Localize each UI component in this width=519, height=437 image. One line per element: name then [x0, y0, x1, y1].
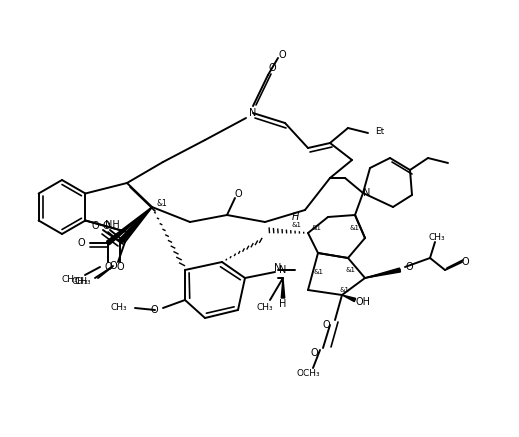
Text: &1: &1: [350, 225, 360, 231]
Text: N: N: [249, 108, 257, 118]
Text: O: O: [109, 261, 117, 271]
Text: O: O: [151, 305, 158, 315]
Polygon shape: [106, 207, 152, 245]
Text: O: O: [116, 262, 124, 272]
Text: O: O: [104, 262, 112, 272]
Text: O: O: [322, 320, 330, 330]
Text: CH₃: CH₃: [61, 274, 78, 284]
Text: N: N: [275, 263, 282, 273]
Text: Et: Et: [375, 128, 384, 136]
Text: &1: &1: [311, 225, 321, 231]
Text: N: N: [279, 265, 286, 275]
Text: CH₃: CH₃: [257, 304, 274, 312]
Text: OH: OH: [355, 297, 370, 307]
Text: &1: &1: [291, 222, 301, 228]
Text: NH: NH: [105, 220, 119, 230]
Text: &1: &1: [340, 287, 350, 293]
Text: O: O: [461, 257, 469, 267]
Text: CH₃: CH₃: [74, 277, 91, 285]
Text: CH₃: CH₃: [111, 304, 127, 312]
Text: &1: &1: [345, 267, 355, 273]
Text: &1: &1: [313, 269, 323, 275]
Text: H: H: [279, 299, 286, 309]
Text: N: N: [363, 188, 371, 198]
Text: O: O: [77, 238, 85, 248]
Text: O: O: [102, 221, 110, 231]
Text: H: H: [291, 212, 299, 222]
Text: O: O: [405, 262, 413, 272]
Polygon shape: [365, 268, 401, 278]
Polygon shape: [281, 278, 285, 298]
Text: CH₃: CH₃: [429, 232, 445, 242]
Text: CH₃: CH₃: [72, 277, 88, 287]
Polygon shape: [118, 207, 152, 244]
Text: OCH₃: OCH₃: [296, 368, 320, 378]
Text: &1: &1: [157, 200, 167, 208]
Text: O: O: [234, 189, 242, 199]
Polygon shape: [342, 295, 356, 302]
Text: O: O: [278, 50, 286, 60]
Text: O: O: [310, 348, 318, 358]
Text: O: O: [91, 221, 99, 231]
Text: O: O: [268, 63, 276, 73]
